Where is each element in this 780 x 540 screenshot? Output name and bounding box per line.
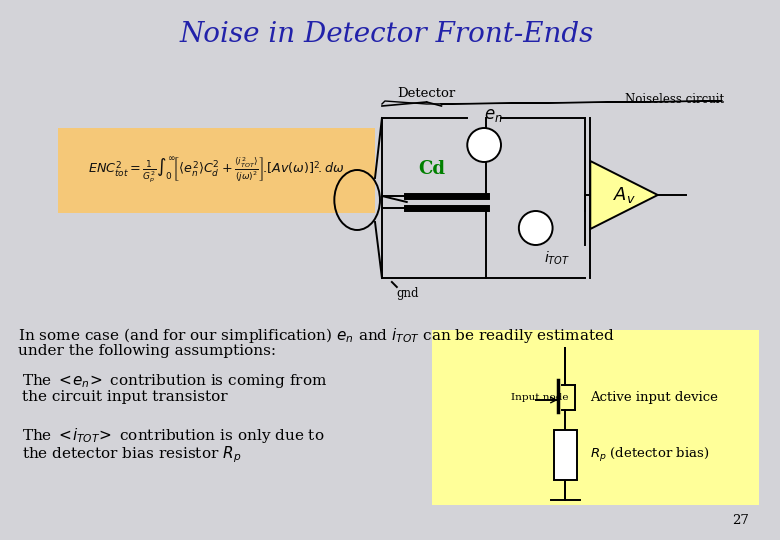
Text: $A_v$: $A_v$	[612, 185, 636, 205]
Polygon shape	[590, 161, 658, 229]
Text: 27: 27	[732, 514, 749, 527]
Text: Input node: Input node	[511, 393, 569, 402]
Text: the detector bias resistor $R_p$: the detector bias resistor $R_p$	[22, 444, 241, 464]
Text: the circuit input transistor: the circuit input transistor	[22, 390, 228, 404]
Text: $ENC^{2}_{tot} = \frac{1}{G_p^2}\int_0^\infty\!\left[\langle e_n^2\rangle C_d^2 : $ENC^{2}_{tot} = \frac{1}{G_p^2}\int_0^\…	[88, 156, 345, 185]
FancyBboxPatch shape	[58, 128, 375, 213]
FancyBboxPatch shape	[431, 330, 759, 505]
Text: The $<\!i_{TOT}\!>$ contribution is only due to: The $<\!i_{TOT}\!>$ contribution is only…	[22, 426, 324, 445]
Text: In some case (and for our simplification) $e_n$ and $i_{TOT}$ can be readily est: In some case (and for our simplification…	[18, 326, 615, 345]
Text: Detector: Detector	[398, 87, 456, 100]
Text: Active input device: Active input device	[590, 390, 718, 403]
FancyBboxPatch shape	[554, 430, 577, 480]
Text: Cd: Cd	[418, 160, 445, 178]
Text: Noise in Detector Front-Ends: Noise in Detector Front-Ends	[179, 22, 594, 49]
Text: The $<\!e_n\!>$ contribution is coming from: The $<\!e_n\!>$ contribution is coming f…	[22, 372, 327, 390]
Text: under the following assumptions:: under the following assumptions:	[18, 344, 276, 358]
Text: Noiseless circuit: Noiseless circuit	[625, 93, 724, 106]
Text: $e_n$: $e_n$	[484, 107, 502, 124]
Circle shape	[519, 211, 552, 245]
Text: gnd: gnd	[397, 287, 420, 300]
Circle shape	[467, 128, 501, 162]
Text: $R_p$ (detector bias): $R_p$ (detector bias)	[590, 446, 710, 464]
Text: $i_{TOT}$: $i_{TOT}$	[544, 250, 569, 267]
